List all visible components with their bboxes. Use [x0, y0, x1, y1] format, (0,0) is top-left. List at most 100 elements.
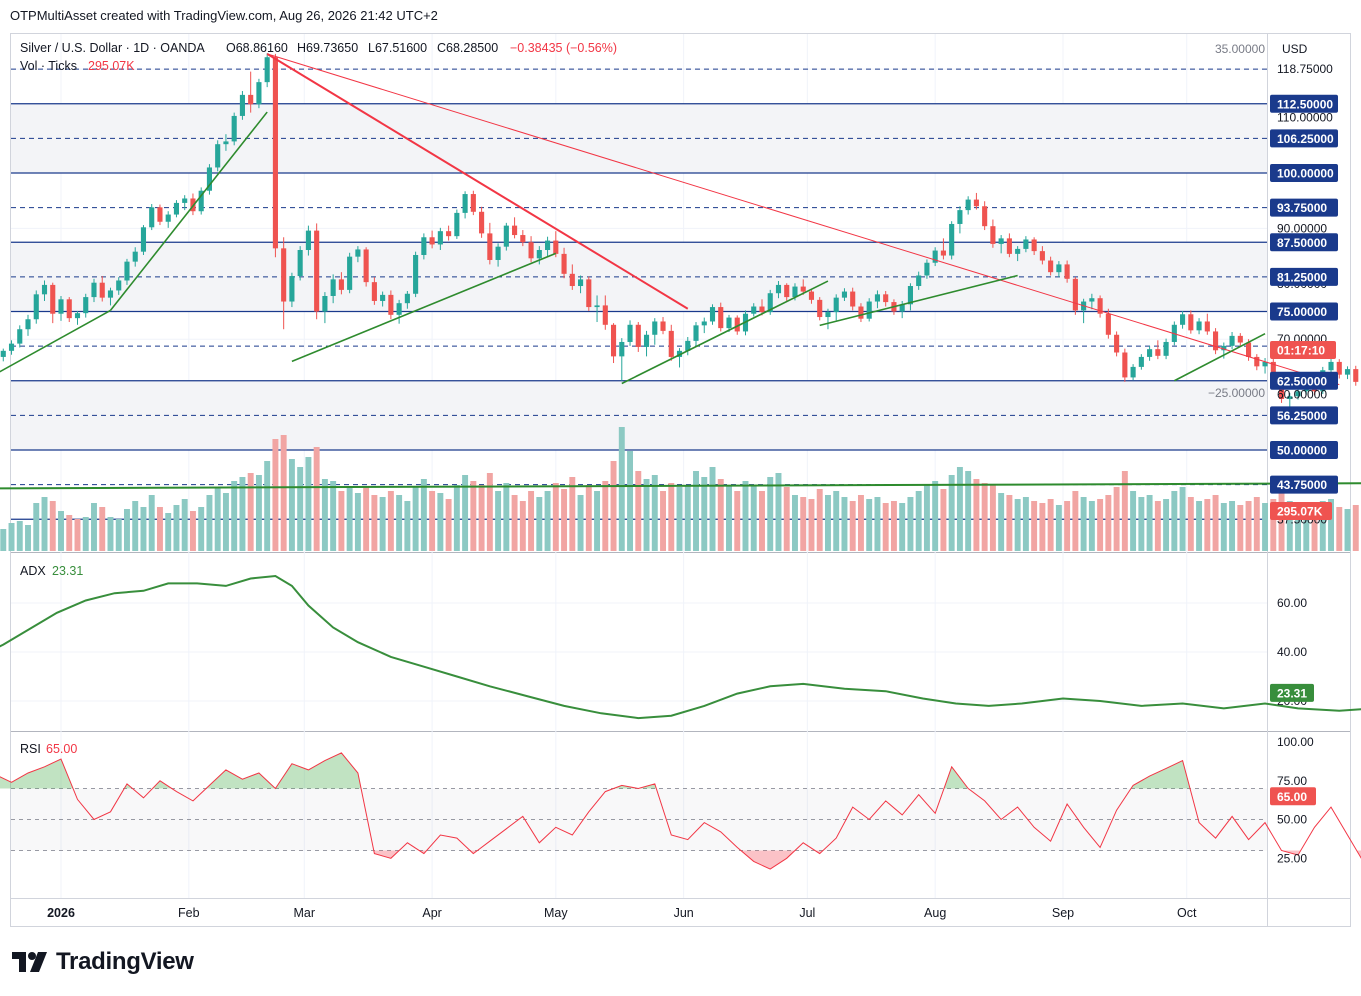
rsi-value-badge-bg — [1270, 787, 1316, 806]
volume-bar — [297, 467, 304, 551]
candle-body — [619, 341, 625, 357]
candle-body — [1180, 314, 1186, 325]
symbol-title[interactable]: Silver / U.S. Dollar · 1D · OANDA — [20, 41, 205, 55]
volume-bar — [726, 485, 732, 551]
candle-body — [256, 82, 262, 105]
candle-body — [1237, 335, 1243, 343]
candle — [1015, 246, 1021, 262]
green-trendline — [0, 309, 111, 373]
volume-bar — [462, 475, 469, 551]
volume-bar — [387, 491, 394, 551]
candle-body — [718, 307, 724, 329]
volume-bar — [478, 485, 485, 551]
candle-body — [1196, 321, 1202, 331]
candle-body — [982, 206, 988, 227]
volume-bar — [1138, 497, 1145, 551]
volume-bar — [577, 495, 584, 551]
level-price-badge-text: 106.25000 — [1277, 132, 1334, 146]
volume-bar — [915, 491, 922, 551]
price-axis[interactable]: 118.75000110.0000090.0000080.0000070.000… — [1270, 62, 1338, 865]
volume-bar — [41, 497, 48, 551]
candle-body — [1155, 349, 1161, 356]
time-axis-label: Apr — [422, 906, 441, 920]
volume-bar — [1253, 497, 1260, 551]
volume-bar — [1171, 491, 1178, 551]
candle — [272, 53, 278, 258]
candle-body — [734, 317, 740, 332]
time-axis-label: 2026 — [47, 906, 75, 920]
volume-bar — [684, 485, 691, 551]
level-price-badge-bg — [1270, 94, 1338, 113]
candle — [1056, 261, 1062, 278]
volume-bar — [792, 495, 798, 551]
candle-body — [421, 237, 427, 255]
candle-body — [652, 321, 658, 335]
candle-body — [437, 231, 443, 245]
candle — [479, 206, 485, 238]
time-axis-label: Mar — [294, 906, 316, 920]
volume-bar — [519, 501, 526, 551]
level-band — [11, 242, 1267, 312]
level-band — [11, 380, 1267, 450]
candle — [940, 238, 946, 260]
candle — [239, 91, 245, 120]
volume-bar — [1105, 495, 1112, 551]
candle-body — [1287, 396, 1293, 400]
time-axis-label: May — [544, 906, 568, 920]
candle — [1344, 366, 1351, 380]
candle-body — [1138, 356, 1144, 367]
volume-bar — [1022, 497, 1029, 551]
volume-bar — [660, 491, 666, 551]
level-price-badge-bg — [1270, 441, 1338, 459]
level-price-badge: 56.25000 — [1270, 406, 1338, 425]
adx-pane — [0, 574, 1361, 720]
candle — [685, 336, 691, 356]
candle-body — [701, 321, 707, 326]
candle-body — [25, 319, 31, 330]
volume-bar — [857, 495, 864, 551]
volume-bar — [124, 509, 130, 551]
volume-bar — [1097, 499, 1104, 551]
candle — [437, 227, 443, 251]
candle-body — [1072, 278, 1078, 311]
price-tick-label: 118.75000 — [1277, 62, 1333, 76]
volume-bar — [1278, 491, 1285, 551]
candle-body — [380, 294, 386, 301]
candle — [1336, 359, 1342, 379]
trendlines[interactable] — [0, 53, 1361, 412]
candle — [619, 338, 625, 381]
candle — [586, 276, 592, 311]
candle-body — [874, 294, 881, 302]
rsi-tick-label: 50.00 — [1277, 813, 1307, 827]
rsi-legend-label[interactable]: RSI — [20, 742, 41, 756]
level-price-badge-bg — [1270, 267, 1338, 286]
volume-bar — [363, 487, 370, 551]
candle — [470, 190, 476, 216]
price-axis-top-label: 35.00000 — [1215, 42, 1265, 56]
volume-bar — [16, 521, 23, 551]
candle-body — [1056, 264, 1062, 273]
time-axis[interactable]: 2026 Feb Mar Apr May Jun Jul Aug Sep Oct — [47, 906, 1197, 920]
candle — [454, 209, 460, 239]
candle — [1196, 318, 1202, 335]
candle-body — [1105, 313, 1111, 335]
volume-bar — [1130, 491, 1137, 551]
adx-legend-label[interactable]: ADX — [20, 564, 46, 578]
candle-body — [173, 202, 180, 215]
candle-body — [413, 254, 419, 294]
volume-bar — [58, 511, 64, 551]
volume-bar — [594, 491, 601, 551]
volume-bar — [181, 499, 188, 551]
volume-bar — [907, 497, 914, 551]
candle-body — [470, 194, 476, 212]
candle-body — [949, 223, 955, 256]
volume-bar — [742, 481, 749, 551]
ohlc-change: −0.38435 (−0.56%) — [510, 41, 617, 55]
volume-legend-label[interactable]: Vol · Ticks — [20, 59, 77, 73]
candle — [256, 78, 262, 109]
volume-bar — [998, 493, 1005, 551]
currency-label[interactable]: USD — [1282, 42, 1308, 56]
volume-bar — [618, 427, 625, 551]
volume-bar — [1047, 499, 1054, 551]
